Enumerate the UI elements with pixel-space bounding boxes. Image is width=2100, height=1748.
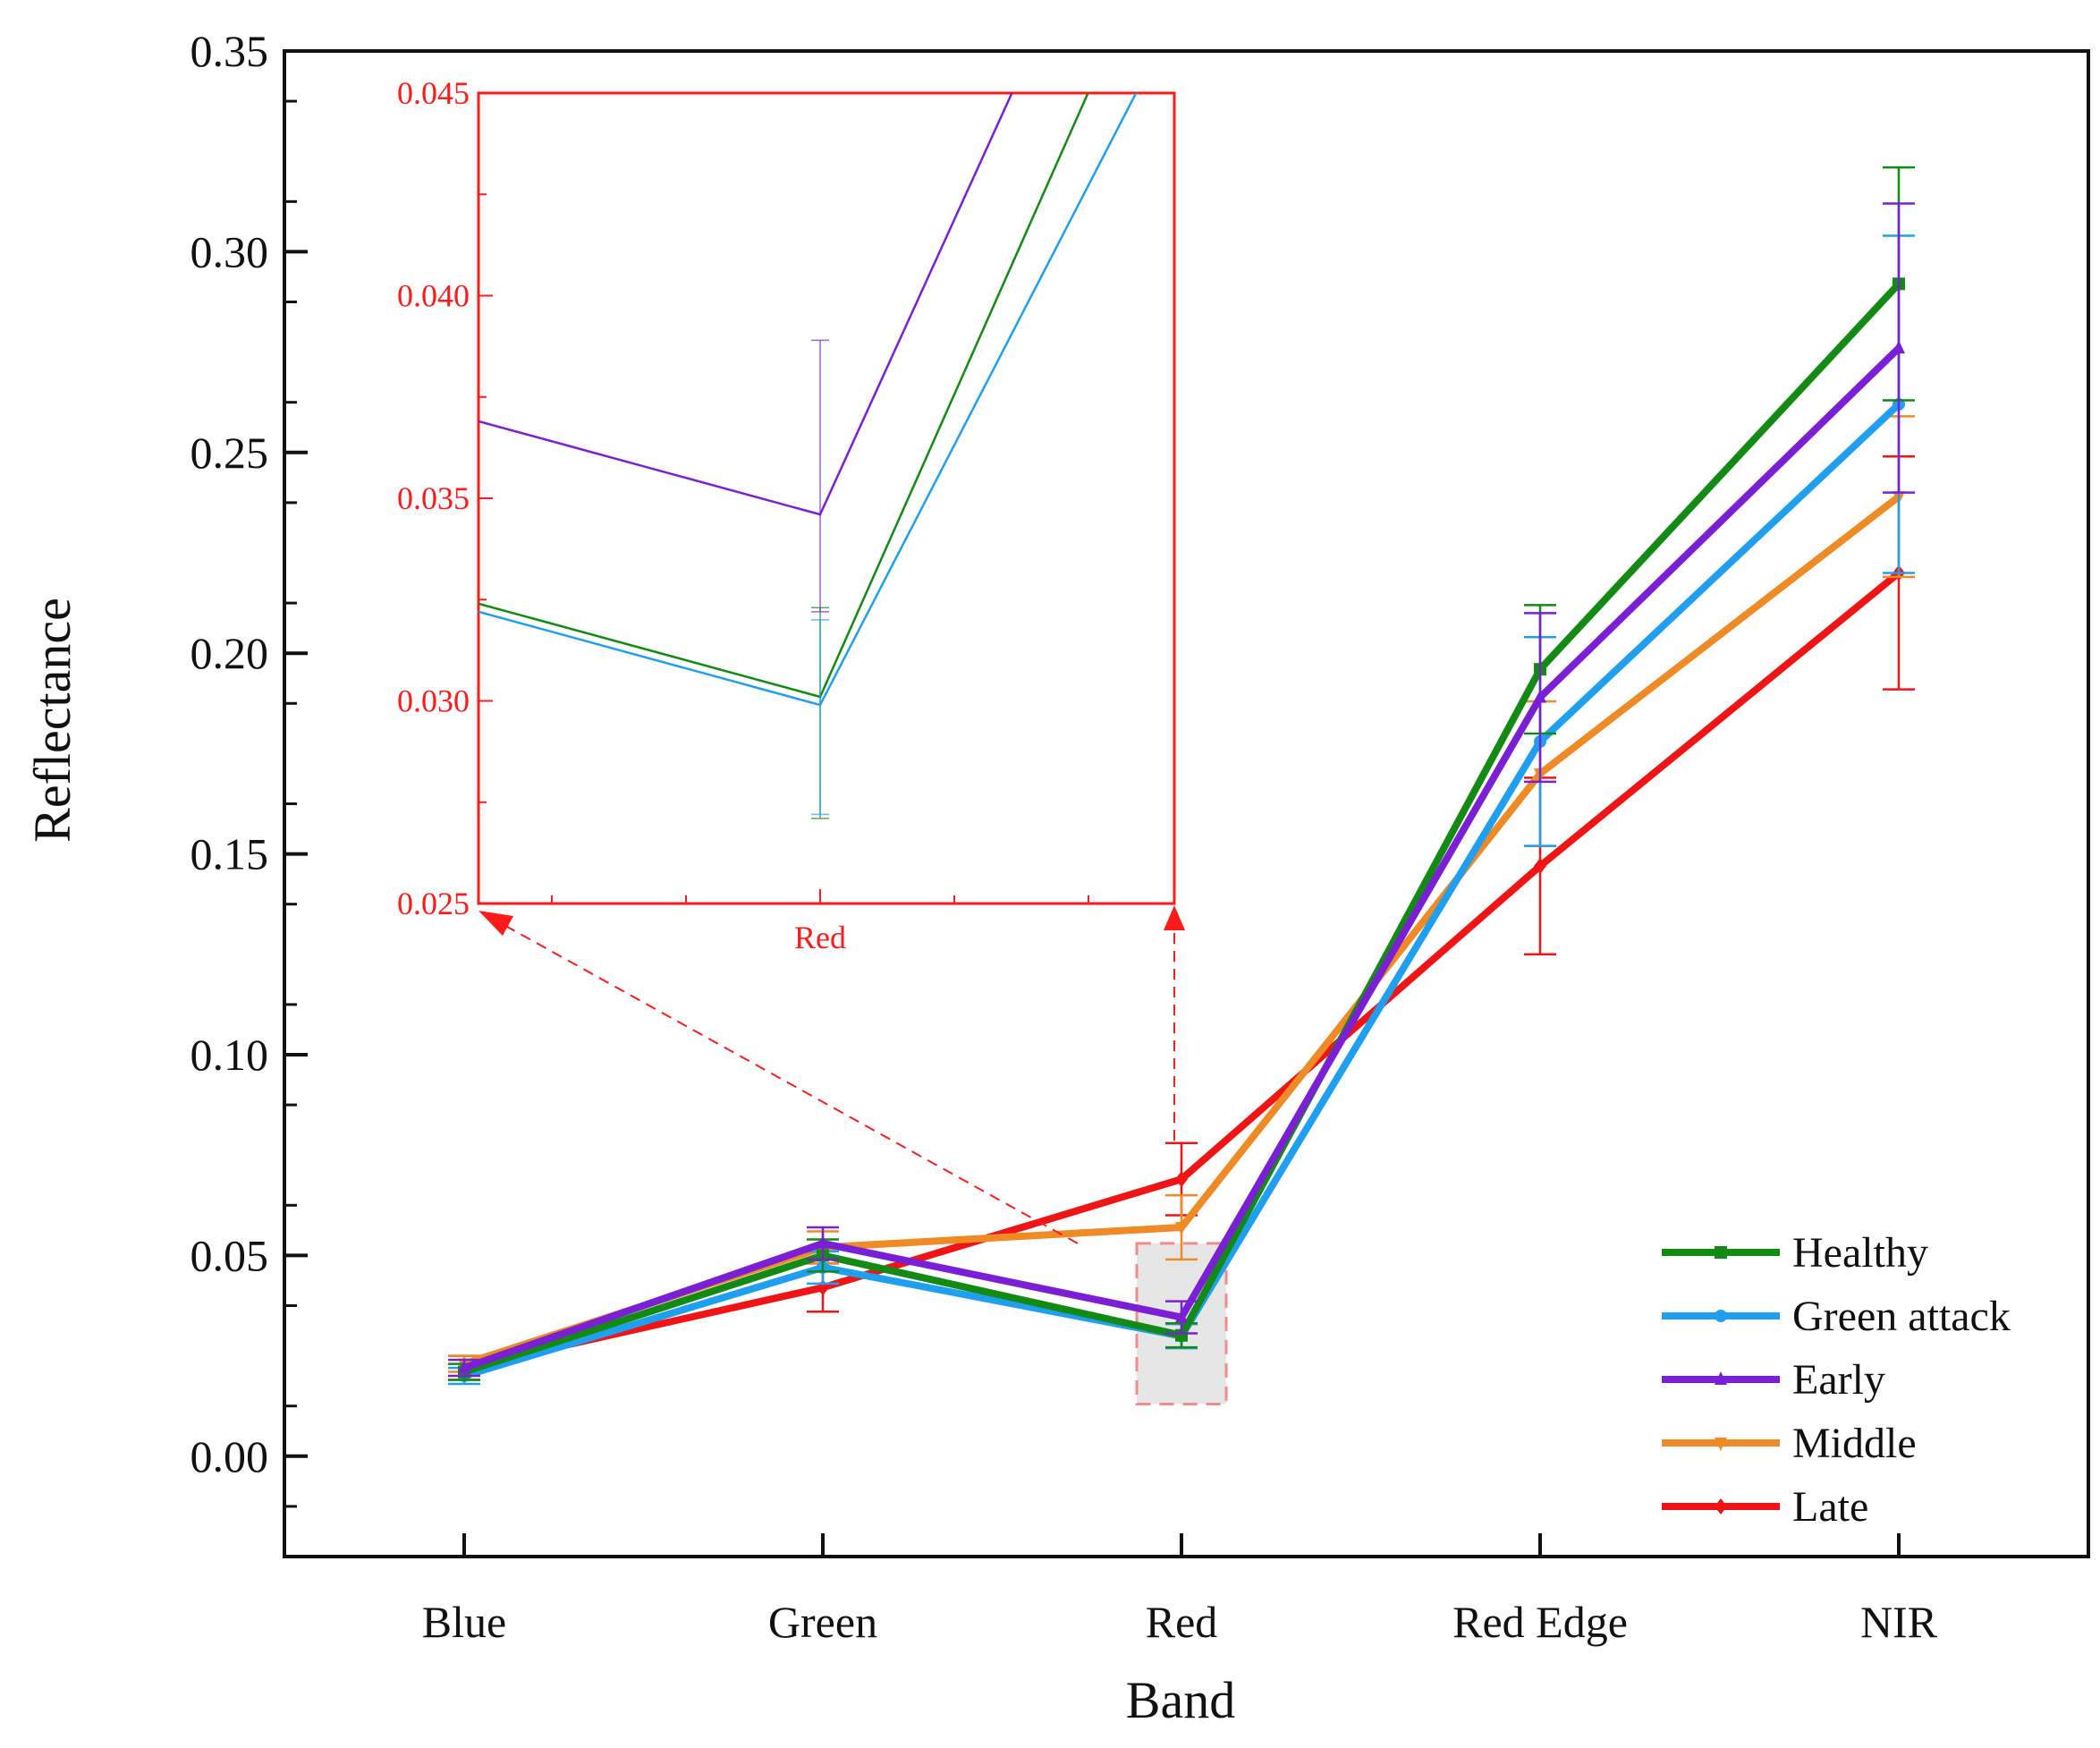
legend-marker-green-attack — [1715, 1310, 1727, 1322]
inset-series — [478, 93, 1138, 819]
inset-line-early — [478, 93, 1013, 516]
inset-y-tick-label: 0.045 — [397, 75, 470, 111]
legend-marker-late — [1715, 1498, 1727, 1515]
y-tick-label: 0.10 — [191, 1030, 269, 1080]
y-tick-label: 0.00 — [191, 1431, 269, 1481]
point-healthy — [1175, 1328, 1188, 1342]
x-tick-label-green: Green — [768, 1597, 877, 1647]
y-tick-label: 0.05 — [191, 1230, 269, 1280]
main-axes: 0.00 0.05 0.10 0.15 0.20 0.25 0.30 0.35 Blue Gree… — [191, 26, 2090, 1647]
point-late — [1534, 858, 1546, 875]
legend-item-late: Late — [1662, 1483, 1868, 1531]
x-tick-label-nir: NIR — [1860, 1597, 1938, 1647]
x-axis-title: Band — [1126, 1671, 1235, 1729]
point-early — [1175, 1309, 1188, 1323]
zoom-arrowhead-up — [1164, 905, 1185, 930]
legend-label-middle: Middle — [1792, 1420, 1917, 1467]
y-tick-label: 0.25 — [191, 428, 269, 478]
zoom-connector-left — [500, 922, 1079, 1244]
y-tick-label: 0.30 — [191, 226, 269, 276]
y-tick-label: 0.20 — [191, 628, 269, 678]
inset-y-tick-label: 0.025 — [397, 886, 470, 921]
legend-item-healthy: Healthy — [1662, 1229, 1928, 1277]
inset-y-tick-label: 0.035 — [397, 480, 470, 516]
legend-label-early: Early — [1792, 1356, 1885, 1404]
point-early — [1534, 689, 1546, 703]
legend-marker-early — [1715, 1371, 1727, 1385]
inset-y-tick-label: 0.040 — [397, 278, 470, 314]
zoom-arrowhead-left — [478, 911, 513, 936]
y-tick-label: 0.35 — [191, 26, 269, 76]
point-early — [817, 1235, 829, 1249]
legend-label-green-attack: Green attack — [1792, 1293, 2011, 1340]
point-middle — [1175, 1221, 1188, 1235]
legend-item-green-attack: Green attack — [1662, 1293, 2011, 1340]
inset-y-tick-label: 0.030 — [397, 683, 470, 719]
point-late — [1175, 1171, 1188, 1188]
legend-item-early: Early — [1662, 1356, 1885, 1404]
x-tick-label-blue: Blue — [422, 1597, 506, 1647]
point-early — [458, 1360, 470, 1374]
inset-line-green-attack — [478, 93, 1138, 707]
legend-label-healthy: Healthy — [1792, 1229, 1928, 1277]
x-tick-label-red-edge: Red Edge — [1452, 1597, 1628, 1647]
legend-label-late: Late — [1792, 1483, 1868, 1531]
legend-marker-healthy — [1715, 1246, 1727, 1259]
legend-marker-middle — [1715, 1438, 1727, 1451]
legend-item-middle: Middle — [1662, 1420, 1917, 1467]
inset-x-tick-label: Red — [794, 920, 846, 955]
y-axis-title: Reflectance — [23, 598, 81, 843]
x-tick-label-red: Red — [1146, 1597, 1218, 1647]
point-early — [1893, 340, 1905, 354]
series-early — [448, 202, 1915, 1378]
y-tick-label: 0.15 — [191, 829, 269, 879]
zoom-connectors — [478, 905, 1185, 1244]
